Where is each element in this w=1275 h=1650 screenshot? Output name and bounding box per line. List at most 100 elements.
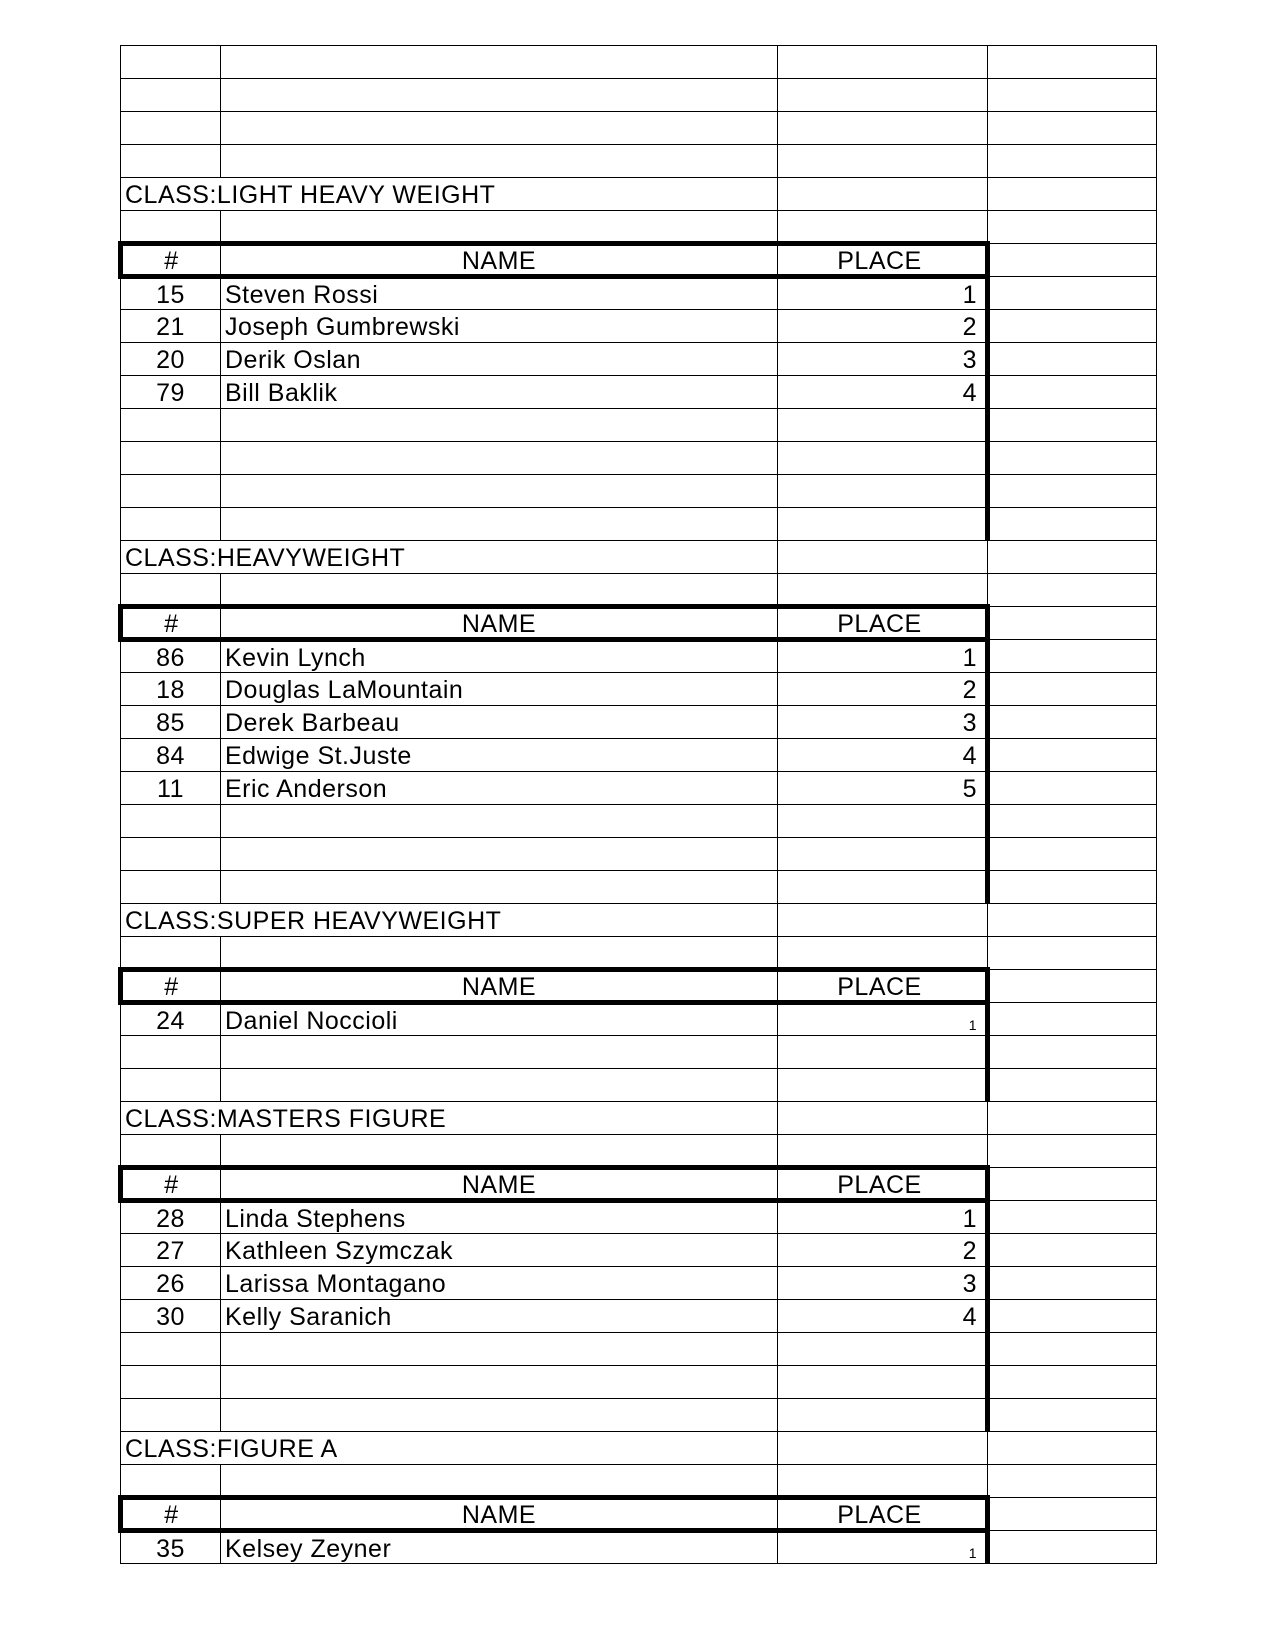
empty-cell (988, 1432, 1157, 1465)
competitor-number: 11 (121, 772, 221, 805)
col-header-place: PLACE (778, 607, 988, 640)
empty-cell (121, 805, 221, 838)
empty-cell (988, 1069, 1157, 1102)
empty-cell (988, 937, 1157, 970)
competitor-place: 1 (778, 640, 988, 673)
empty-cell (988, 376, 1157, 409)
competitor-name: Steven Rossi (221, 277, 778, 310)
empty-cell (778, 1366, 988, 1399)
competitor-place: 3 (778, 343, 988, 376)
empty-cell (778, 211, 988, 244)
competitor-number: 26 (121, 1267, 221, 1300)
column-header-row: #NAMEPLACE (121, 607, 1157, 640)
competitor-place: 5 (778, 772, 988, 805)
competitor-name: Edwige St.Juste (221, 739, 778, 772)
table-row: 85Derek Barbeau3 (121, 706, 1157, 739)
competitor-name: Kevin Lynch (221, 640, 778, 673)
column-header-row: #NAMEPLACE (121, 244, 1157, 277)
table-row: 11Eric Anderson5 (121, 772, 1157, 805)
table-row: 86Kevin Lynch1 (121, 640, 1157, 673)
empty-cell (121, 838, 221, 871)
col-header-number: # (121, 607, 221, 640)
empty-cell (778, 1036, 988, 1069)
empty-cell (778, 508, 988, 541)
empty-cell (221, 1135, 778, 1168)
empty-cell (988, 772, 1157, 805)
col-header-name: NAME (221, 1498, 778, 1531)
col-header-extra (988, 1498, 1157, 1531)
empty-cell (778, 871, 988, 904)
empty-cell (988, 574, 1157, 607)
empty-cell (121, 409, 221, 442)
competitor-number: 20 (121, 343, 221, 376)
table-row: 18Douglas LaMountain2 (121, 673, 1157, 706)
empty-cell (121, 1069, 221, 1102)
empty-cell (778, 1465, 988, 1498)
empty-cell (988, 673, 1157, 706)
empty-cell (778, 112, 988, 145)
competitor-number: 79 (121, 376, 221, 409)
competitor-place: 4 (778, 376, 988, 409)
competitor-name: Kelsey Zeyner (221, 1531, 778, 1564)
empty-cell (778, 1102, 988, 1135)
empty-cell (778, 574, 988, 607)
empty-cell (988, 475, 1157, 508)
table-row: 79Bill Baklik4 (121, 376, 1157, 409)
col-header-name: NAME (221, 970, 778, 1003)
competitor-place: 2 (778, 1234, 988, 1267)
col-header-name: NAME (221, 1168, 778, 1201)
competitor-name: Kelly Saranich (221, 1300, 778, 1333)
empty-cell (221, 1069, 778, 1102)
empty-cell (778, 475, 988, 508)
competitor-name: Joseph Gumbrewski (221, 310, 778, 343)
empty-cell (221, 1333, 778, 1366)
column-header-row: #NAMEPLACE (121, 970, 1157, 1003)
empty-cell (778, 1069, 988, 1102)
empty-cell (988, 706, 1157, 739)
competitor-number: 15 (121, 277, 221, 310)
table-row: 20Derik Oslan3 (121, 343, 1157, 376)
empty-cell (778, 541, 988, 574)
empty-cell (988, 343, 1157, 376)
col-header-name: NAME (221, 244, 778, 277)
col-header-extra (988, 244, 1157, 277)
competitor-name: Bill Baklik (221, 376, 778, 409)
empty-cell (778, 805, 988, 838)
class-label: CLASS:LIGHT HEAVY WEIGHT (121, 178, 778, 211)
class-label: CLASS:SUPER HEAVYWEIGHT (121, 904, 778, 937)
empty-cell (221, 475, 778, 508)
competitor-place: 1 (778, 1003, 988, 1036)
empty-cell (121, 1036, 221, 1069)
empty-cell (778, 1399, 988, 1432)
col-header-place: PLACE (778, 970, 988, 1003)
col-header-number: # (121, 244, 221, 277)
empty-cell (988, 640, 1157, 673)
empty-cell (221, 1366, 778, 1399)
empty-cell (988, 1366, 1157, 1399)
empty-cell (988, 1399, 1157, 1432)
competitor-number: 85 (121, 706, 221, 739)
empty-cell (988, 409, 1157, 442)
empty-cell (221, 46, 778, 79)
empty-cell (121, 1465, 221, 1498)
empty-cell (121, 508, 221, 541)
competitor-number: 84 (121, 739, 221, 772)
empty-cell (221, 937, 778, 970)
col-header-extra (988, 607, 1157, 640)
empty-cell (988, 739, 1157, 772)
competitor-place: 1 (778, 1531, 988, 1564)
competitor-number: 86 (121, 640, 221, 673)
empty-cell (988, 1036, 1157, 1069)
table-row: 35Kelsey Zeyner1 (121, 1531, 1157, 1564)
col-header-place: PLACE (778, 1168, 988, 1201)
results-sheet: CLASS:LIGHT HEAVY WEIGHT#NAMEPLACE15Stev… (118, 45, 1154, 1564)
competitor-name: Kathleen Szymczak (221, 1234, 778, 1267)
empty-cell (778, 1135, 988, 1168)
competitor-number: 18 (121, 673, 221, 706)
competitor-place: 3 (778, 706, 988, 739)
table-row: 15Steven Rossi1 (121, 277, 1157, 310)
empty-cell (121, 937, 221, 970)
empty-cell (988, 508, 1157, 541)
competitor-number: 27 (121, 1234, 221, 1267)
col-header-name: NAME (221, 607, 778, 640)
